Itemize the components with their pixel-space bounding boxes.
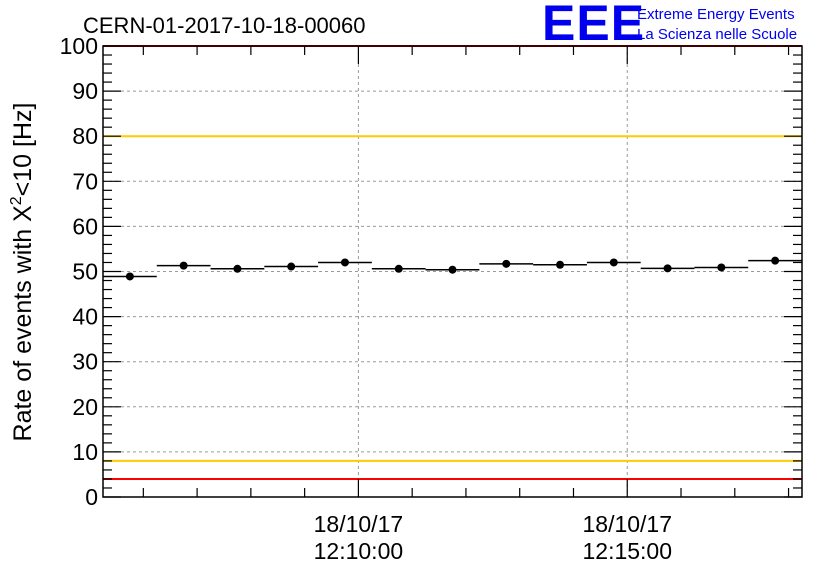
y-axis-title-superscript: 2 — [8, 196, 25, 205]
y-tick-label: 80 — [72, 123, 98, 149]
logo-line-2: La Scienza nelle Scuole — [637, 26, 797, 43]
y-tick-label: 10 — [72, 439, 98, 465]
data-point-marker — [448, 265, 457, 274]
data-point-marker — [394, 264, 403, 273]
y-tick-label: 70 — [72, 168, 98, 194]
y-tick-label: 20 — [72, 394, 98, 420]
data-point-marker — [287, 262, 296, 271]
data-point-marker — [609, 258, 618, 267]
data-point-marker — [233, 264, 242, 273]
eee-logo-mark: EEE — [542, 0, 645, 51]
y-tick-label: 90 — [72, 78, 98, 104]
x-tick-time-label: 12:10:00 — [314, 538, 404, 564]
y-axis-title-main: Rate of events with X — [9, 205, 37, 442]
y-tick-label: 0 — [85, 484, 98, 510]
chart-title: CERN-01-2017-10-18-00060 — [83, 13, 366, 38]
eee-logo: EEE Extreme Energy Events La Scienza nel… — [542, 0, 797, 51]
x-tick-date-label: 18/10/17 — [314, 511, 404, 537]
reference-lines — [103, 45, 802, 480]
data-point-marker — [179, 261, 188, 270]
x-tick-date-label: 18/10/17 — [582, 511, 672, 537]
y-axis-title-tail: <10 [Hz] — [9, 103, 37, 197]
data-point-marker — [125, 272, 134, 281]
y-tick-label: 100 — [60, 33, 98, 59]
data-point-marker — [340, 258, 349, 267]
logo-line-1: Extreme Energy Events — [637, 6, 795, 23]
data-point-marker — [502, 259, 511, 268]
data-point-marker — [556, 260, 565, 269]
y-axis-title: Rate of events with X2<10 [Hz] — [8, 103, 37, 442]
data-point-marker — [717, 263, 726, 272]
axes — [102, 45, 803, 498]
data-series — [103, 256, 802, 281]
y-tick-label: 40 — [72, 304, 98, 330]
y-tick-label: 30 — [72, 349, 98, 375]
y-tick-label: 60 — [72, 213, 98, 239]
x-tick-time-label: 12:15:00 — [582, 538, 672, 564]
data-point-marker — [771, 256, 780, 265]
y-tick-label: 50 — [72, 259, 98, 285]
data-point-marker — [663, 264, 672, 273]
tick-labels: 010203040506070809010018/10/1712:10:0018… — [60, 33, 672, 564]
